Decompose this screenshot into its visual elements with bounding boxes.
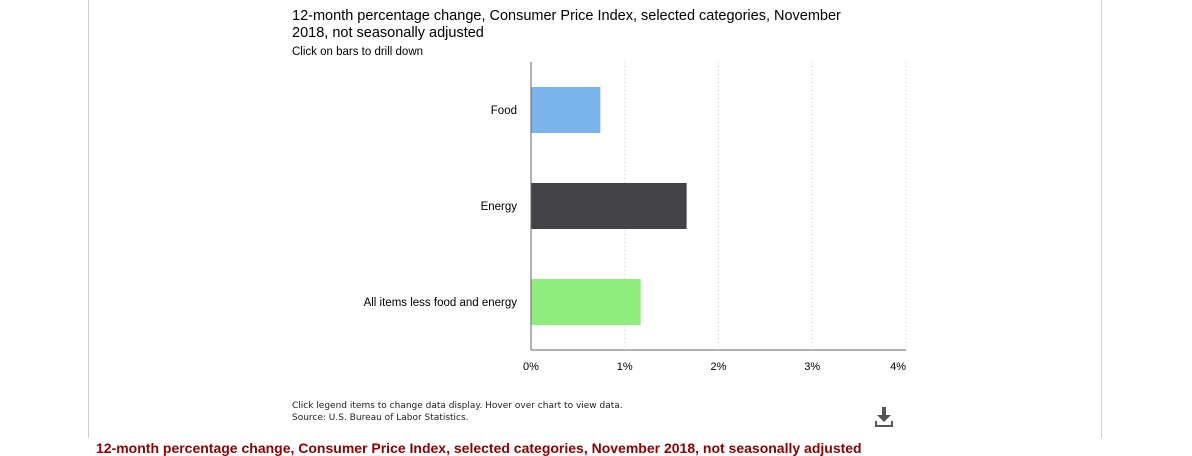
category-label: Energy [481, 201, 518, 213]
footnote-instructions: Click legend items to change data displa… [292, 401, 623, 411]
category-label: All items less food and energy [364, 297, 518, 309]
bars[interactable] [531, 87, 687, 325]
x-tick-label: 4% [890, 361, 906, 373]
content-frame [88, 0, 1102, 438]
bar-food[interactable] [531, 87, 601, 133]
x-tick-label: 3% [804, 361, 820, 373]
x-tick-label: 2% [711, 361, 727, 373]
category-label: Food [491, 105, 517, 117]
chart-footnote: Click legend items to change data displa… [292, 400, 623, 424]
x-tick-label: 1% [617, 361, 633, 373]
download-icon[interactable] [872, 404, 896, 428]
category-labels: Food Energy All items less food and energy [364, 105, 518, 309]
chart-title: 12-month percentage change, Consumer Pri… [292, 8, 841, 41]
chart-subtitle: Click on bars to drill down [292, 46, 424, 58]
axes [530, 62, 906, 351]
footnote-source: Source: U.S. Bureau of Labor Statistics. [292, 413, 469, 423]
x-tick-label: 0% [523, 361, 539, 373]
bar-energy[interactable] [531, 183, 687, 229]
tick-labels: 0% 1% 2% 3% 4% [523, 361, 906, 373]
bar-all-items-less-food-and-energy[interactable] [531, 279, 641, 325]
section-heading: 12-month percentage change, Consumer Pri… [96, 440, 862, 456]
